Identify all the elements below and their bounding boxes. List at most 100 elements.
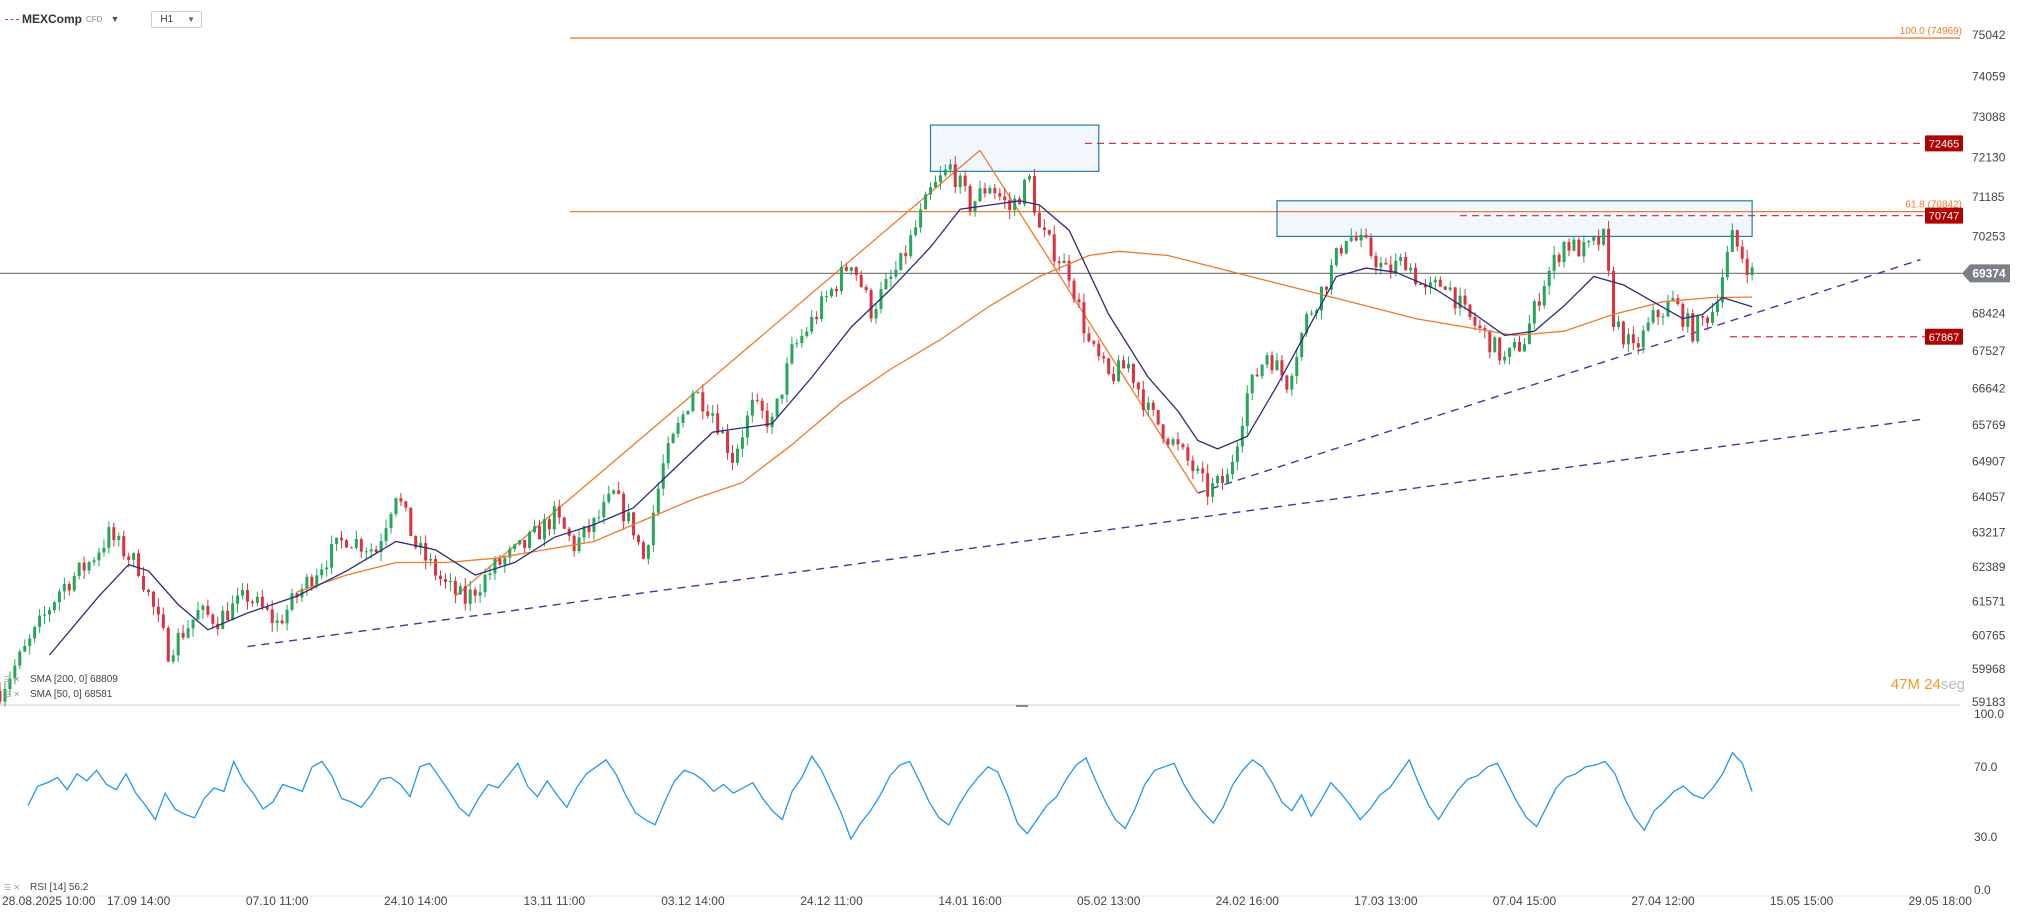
time-axis-tick: 29.05 18:00 xyxy=(1908,894,1972,908)
candle-body xyxy=(122,536,126,557)
time-axis-tick: 15.05 15:00 xyxy=(1770,894,1834,908)
candle-body xyxy=(1745,258,1749,276)
price-axis-tick: 61571 xyxy=(1972,595,2006,609)
candle-body xyxy=(216,623,220,630)
candle-body xyxy=(211,614,215,624)
candle-body xyxy=(1206,473,1210,497)
candle-body xyxy=(1052,234,1056,262)
candle-body xyxy=(909,235,913,257)
candle-body xyxy=(1072,280,1076,300)
pattern-line xyxy=(454,149,981,597)
rsi-axis-tick: 70.0 xyxy=(1974,760,1998,774)
candle-body xyxy=(1735,230,1739,247)
candle-body xyxy=(924,194,928,210)
sma200-label: SMA [200, 0] 68809 xyxy=(30,674,118,685)
candle-body xyxy=(765,410,769,427)
candle-body xyxy=(1626,334,1630,345)
rsi-legend[interactable]: ☰ ✕ RSI [14] 56.2 xyxy=(4,882,88,893)
candle-body xyxy=(973,201,977,212)
candle-body xyxy=(117,536,121,541)
candle-body xyxy=(587,526,591,532)
candle-body xyxy=(379,541,383,553)
candle-body xyxy=(1339,247,1343,254)
candle-body xyxy=(1404,256,1408,271)
candle-body xyxy=(1067,260,1071,281)
candle-body xyxy=(1260,364,1264,377)
candle-body xyxy=(1186,447,1190,461)
candle-body xyxy=(1572,239,1576,251)
candle-body xyxy=(1161,424,1165,439)
candle-body xyxy=(651,512,655,546)
candle-body xyxy=(290,593,294,610)
candle-body xyxy=(1320,286,1324,311)
candle-body xyxy=(1117,360,1121,382)
candle-body xyxy=(493,558,497,574)
price-level-badge xyxy=(1925,207,1963,224)
candle-body xyxy=(938,175,942,182)
candle-body xyxy=(1473,316,1477,326)
candle-body xyxy=(1532,301,1536,324)
candle-body xyxy=(582,526,586,538)
candle-body xyxy=(87,562,91,571)
candle-body xyxy=(1141,389,1145,411)
candle-body xyxy=(1329,265,1333,290)
sma50-legend[interactable]: ☰ ✕ SMA [50, 0] 68581 xyxy=(4,689,112,700)
candle-body xyxy=(607,493,611,502)
legend-settings-icon[interactable]: ☰ ✕ xyxy=(4,690,21,699)
candle-body xyxy=(740,437,744,449)
candle-body xyxy=(325,567,329,570)
fib-level-label: 100.0 (74969) xyxy=(1900,26,1962,37)
price-axis-tick: 74059 xyxy=(1972,69,2006,83)
candle-body xyxy=(1285,375,1289,390)
candle-body xyxy=(1201,468,1205,474)
sma200-legend[interactable]: ☰ ✕ SMA [200, 0] 68809 xyxy=(4,674,118,685)
candle-body xyxy=(310,576,314,587)
candle-body xyxy=(612,490,616,494)
candle-body xyxy=(226,610,230,621)
candle-body xyxy=(344,540,348,548)
candle-body xyxy=(691,393,695,411)
symbol-name[interactable]: MEXComp xyxy=(22,12,82,26)
candle-body xyxy=(537,526,541,540)
candle-body xyxy=(23,645,27,652)
candle-body xyxy=(731,452,735,463)
candle-body xyxy=(1448,287,1452,290)
candle-body xyxy=(805,331,809,336)
sma200-line xyxy=(296,250,1753,593)
price-axis-tick: 62389 xyxy=(1972,560,2006,574)
candle-body xyxy=(43,614,47,616)
candle-body xyxy=(156,606,160,615)
candle-body xyxy=(671,433,675,444)
candle-countdown: 47M 24seg xyxy=(1891,676,1965,693)
candle-body xyxy=(97,552,101,561)
legend-settings-icon[interactable]: ☰ ✕ xyxy=(4,675,21,684)
timeframe-select[interactable]: H1 ▼ xyxy=(151,10,203,28)
candle-body xyxy=(1107,358,1111,374)
candle-body xyxy=(315,575,319,587)
price-axis-tick: 60765 xyxy=(1972,628,2006,642)
candle-body xyxy=(820,296,824,320)
candle-body xyxy=(349,547,353,549)
symbol-dropdown-icon[interactable]: ▼ xyxy=(110,14,120,24)
countdown-seconds-unit: seg xyxy=(1940,676,1965,693)
candle-body xyxy=(528,532,532,548)
candle-body xyxy=(1711,312,1715,323)
time-axis-tick: 24.12 11:00 xyxy=(800,894,863,908)
candle-body xyxy=(513,544,517,550)
candle-body xyxy=(1750,267,1754,276)
current-price-value: 69374 xyxy=(1972,266,2006,280)
candle-body xyxy=(686,410,690,415)
candle-body xyxy=(508,549,512,558)
candle-body xyxy=(844,266,848,271)
legend-settings-icon[interactable]: ☰ ✕ xyxy=(4,883,21,892)
trend-line xyxy=(247,418,1921,648)
candle-body xyxy=(1631,334,1635,344)
price-level-badge xyxy=(1925,135,1963,152)
candle-body xyxy=(1602,228,1606,245)
candle-body xyxy=(1537,301,1541,306)
candle-body xyxy=(1616,321,1620,328)
candle-body xyxy=(1216,476,1220,484)
candle-body xyxy=(77,562,81,576)
candle-body xyxy=(1730,230,1734,252)
